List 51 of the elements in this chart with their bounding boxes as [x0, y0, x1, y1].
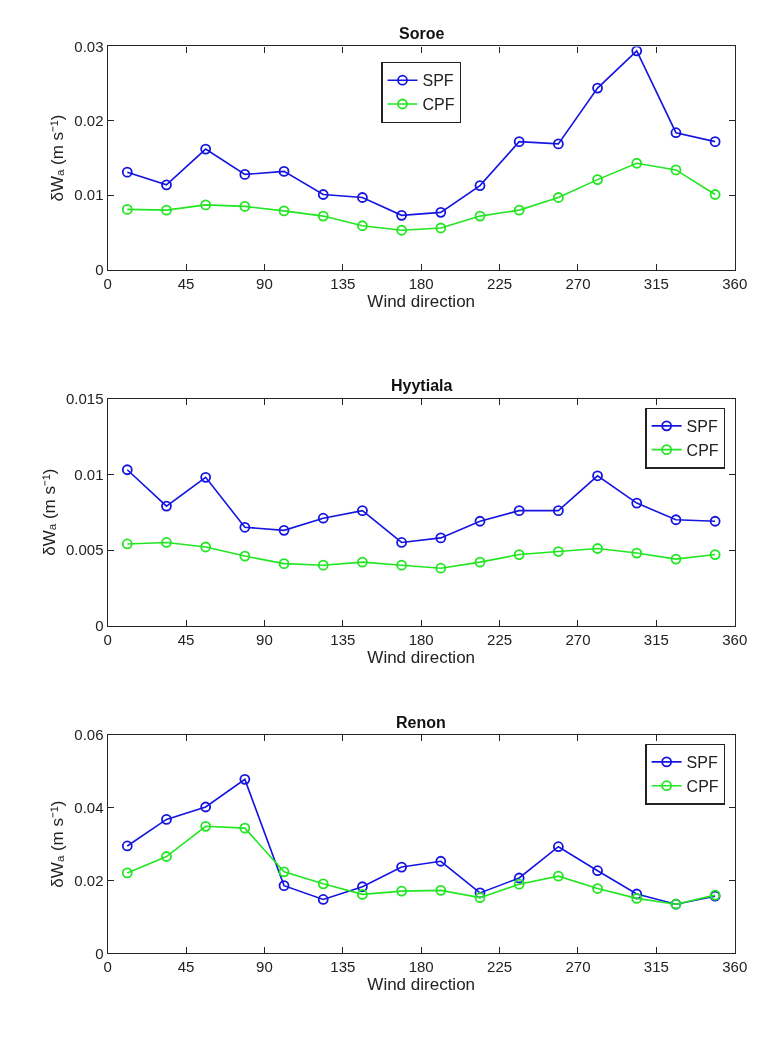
x-tick-label: 270	[565, 274, 591, 292]
x-tick-label: 90	[256, 630, 273, 648]
chart-title: Renon	[396, 714, 446, 731]
y-tick-label: 0.005	[65, 541, 104, 559]
y-tick-label: 0.04	[74, 799, 104, 816]
legend-label: CPF	[686, 777, 719, 795]
x-tick-label: 180	[408, 274, 434, 292]
y-tick-label: 0	[95, 260, 104, 278]
y-tick-label: 0	[95, 617, 104, 635]
x-tick-label: 360	[722, 958, 748, 976]
x-tick-label: 45	[177, 630, 195, 648]
y-tick-label: 0.01	[74, 186, 104, 204]
y-tick-label: 0	[95, 944, 104, 962]
x-tick-label: 360	[722, 274, 748, 292]
y-axis-title: δWₐ (m s⁻¹)	[47, 800, 67, 888]
x-tick-label: 225	[487, 274, 513, 292]
x-tick-label: 45	[177, 274, 195, 292]
legend-label: CPF	[686, 441, 719, 459]
x-tick-label: 315	[643, 958, 669, 976]
x-axis-title: Wind direction	[367, 647, 476, 667]
x-axis-title: Wind direction	[367, 975, 476, 995]
y-tick-label: 0.03	[74, 37, 104, 55]
x-tick-label: 270	[565, 958, 591, 976]
chart-title: Hyytiala	[391, 377, 453, 394]
x-tick-label: 315	[643, 274, 669, 292]
chart-title: Soroe	[399, 25, 445, 42]
y-axis-title: δWₐ (m s⁻¹)	[39, 468, 59, 556]
x-tick-label: 270	[565, 630, 591, 648]
x-tick-label: 225	[487, 958, 513, 976]
legend-label: CPF	[422, 96, 455, 114]
x-tick-label: 180	[408, 958, 434, 976]
legend-label: SPF	[422, 72, 454, 90]
y-axis-title: δWₐ (m s⁻¹)	[47, 114, 67, 202]
y-tick-label: 0.02	[74, 871, 104, 889]
x-tick-label: 225	[487, 630, 513, 648]
x-tick-label: 90	[256, 274, 273, 292]
y-tick-label: 0.02	[74, 112, 104, 130]
y-tick-label: 0.01	[74, 465, 104, 483]
y-tick-label: 0.06	[74, 726, 104, 744]
x-tick-label: 360	[722, 630, 748, 648]
x-tick-label: 135	[330, 958, 356, 976]
legend-label: SPF	[686, 754, 718, 772]
x-axis-title: Wind direction	[367, 291, 476, 311]
legend-label: SPF	[686, 418, 718, 436]
x-tick-label: 90	[256, 958, 273, 976]
x-tick-label: 45	[177, 958, 195, 976]
x-tick-label: 180	[408, 630, 434, 648]
x-tick-label: 315	[643, 630, 669, 648]
x-tick-label: 135	[330, 274, 356, 292]
y-tick-label: 0.015	[65, 389, 104, 407]
x-tick-label: 135	[330, 630, 356, 648]
